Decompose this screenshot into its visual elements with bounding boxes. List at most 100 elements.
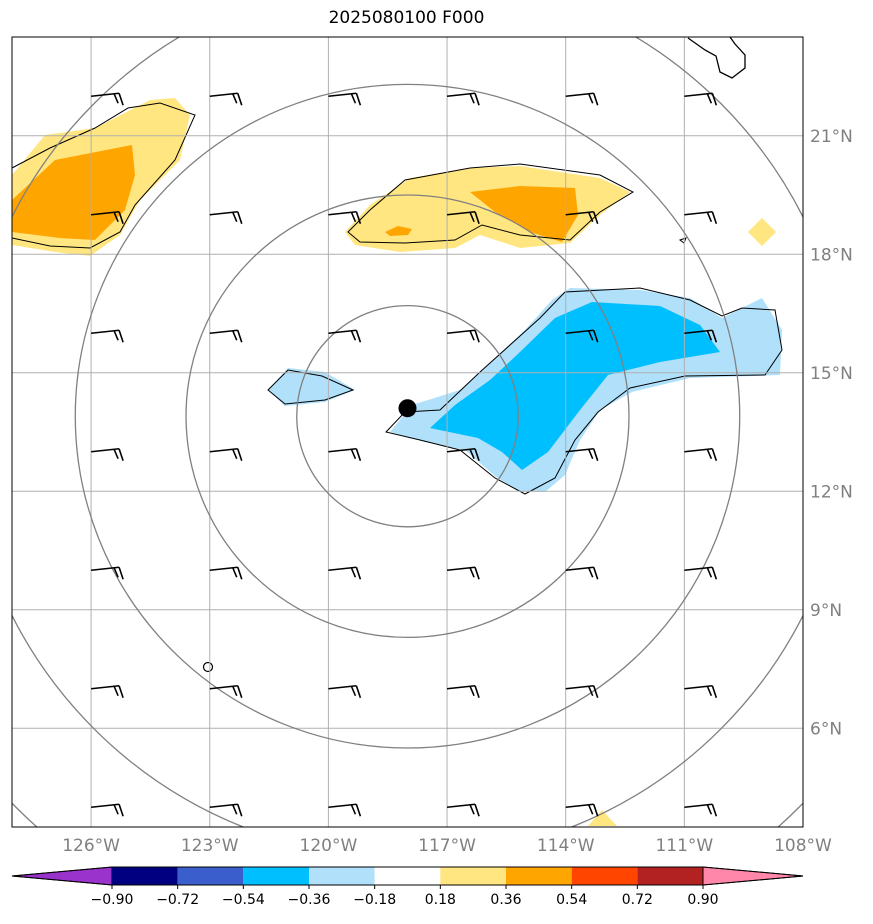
longitude-tick-label: 120°W [300,836,358,856]
map-title: 2025080100 F000 [328,8,485,28]
wind-barb [802,213,803,215]
wind-barb [328,329,362,343]
wind-barb [328,92,362,106]
positive-anomaly-central-core-small [385,226,412,236]
contour-line-west [12,102,196,249]
wind-barb [446,447,480,462]
colorbar-segment [506,867,572,885]
wind-barb [565,92,599,106]
longitude-tick-label: 123°W [181,836,239,856]
wind-barb [446,684,480,699]
wind-barb [91,329,124,343]
wind-barb [684,210,718,225]
latitude-tick-label: 21°N [810,127,853,147]
wind-barb [565,684,599,699]
positive-anomaly-west-core [12,145,135,240]
coastline [687,37,746,79]
wind-barb [684,684,718,699]
wind-barb [209,447,243,462]
wind-barb [328,803,362,817]
contour-line-central [347,163,635,244]
negative-anomaly-main-core [430,302,720,470]
graticule [12,37,803,827]
small-island-west [202,661,214,673]
colorbar-tick-label: −0.36 [288,892,331,908]
wind-barb [684,566,718,580]
longitude-tick-label: 108°W [774,836,832,856]
wind-barb [446,566,480,580]
wind-barb [802,332,803,334]
contour-line-negative-small [267,369,355,405]
latitude-tick-label: 9°N [810,601,842,621]
wind-barb [446,92,480,106]
colorbar-tick-label: 0.18 [425,892,456,908]
colorbar-segment [374,867,441,885]
wind-barb [328,566,362,580]
wind-barb [209,684,243,699]
wind-barb [209,92,243,106]
colorbar-tick-label: −0.18 [353,892,396,908]
wind-barb [91,684,124,699]
colorbar-segment [112,867,178,885]
positive-anomaly-south [588,810,617,826]
latitude-tick-label: 18°N [810,245,853,265]
wind-barb [684,803,718,817]
colorbar-tick-label: −0.90 [91,892,134,908]
wind-barb [91,566,124,580]
colorbar-extend-max [702,866,804,886]
range-ring [185,194,630,639]
longitude-tick-label: 126°W [62,836,120,856]
wind-barb [328,447,362,462]
storm-center-marker [398,399,417,418]
wind-barb [802,687,803,689]
colorbar-segment [177,867,244,885]
longitude-tick-label: 111°W [655,836,713,856]
wind-barb [91,92,124,106]
negative-anomaly-small [268,368,355,406]
wind-barb [565,447,599,462]
map-frame [11,36,804,828]
colorbar-segment [243,867,309,885]
wind-barb [565,210,599,225]
wind-barb [209,566,243,580]
longitude-tick-label: 114°W [537,836,595,856]
latitude-tick-label: 12°N [810,482,853,502]
colorbar-segment [637,867,703,885]
longitude-tick-labels: 126°W 123°W 120°W 117°W 114°W 111°W 108°W [62,836,832,856]
wind-barb [328,684,362,699]
wind-barb [802,806,803,808]
positive-anomaly-east [748,218,776,246]
wind-barb [802,569,803,571]
wind-barb [328,210,362,225]
wind-barb [91,447,124,462]
range-ring [74,83,741,749]
longitude-tick-label: 117°W [418,836,476,856]
colorbar-segment [309,867,375,885]
wind-barb [802,95,803,97]
colorbar: −0.90 −0.72 −0.54 −0.36 −0.18 0.18 0.36 0.54 0.7… [11,866,804,908]
wind-barb [209,210,243,225]
range-ring [296,304,519,528]
wind-barb [565,329,599,343]
colorbar-tick-label: −0.54 [222,892,265,908]
wind-barb [446,210,480,225]
wind-barb [684,329,718,343]
colorbar-tick-label: 0.72 [622,892,653,908]
colorbar-segment [440,867,506,885]
wind-barb [91,803,124,817]
wind-barb [565,803,599,817]
wind-barb [209,803,243,817]
colorbar-segment [571,867,638,885]
wind-barb [446,329,480,343]
positive-anomaly-central-core [470,186,578,242]
wind-barb [91,210,124,225]
colorbar-tick-label: −0.72 [156,892,199,908]
wind-barb [684,447,718,462]
colorbar-tick-label: 0.90 [687,892,718,908]
small-island-east [678,237,687,244]
colorbar-extend-min [11,866,113,886]
wind-barb [802,450,803,452]
